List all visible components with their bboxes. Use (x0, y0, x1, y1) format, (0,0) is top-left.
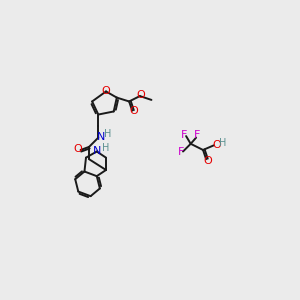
Text: O: O (203, 156, 212, 166)
Text: O: O (136, 90, 145, 100)
Text: O: O (102, 86, 110, 96)
Text: N: N (93, 146, 102, 156)
Text: H: H (219, 138, 227, 148)
Text: F: F (178, 147, 184, 157)
Text: H: H (102, 143, 110, 153)
Text: F: F (181, 130, 187, 140)
Text: O: O (212, 140, 221, 150)
Text: O: O (129, 106, 138, 116)
Text: O: O (73, 144, 82, 154)
Text: H: H (104, 129, 111, 139)
Text: N: N (97, 132, 106, 142)
Text: F: F (194, 130, 200, 140)
